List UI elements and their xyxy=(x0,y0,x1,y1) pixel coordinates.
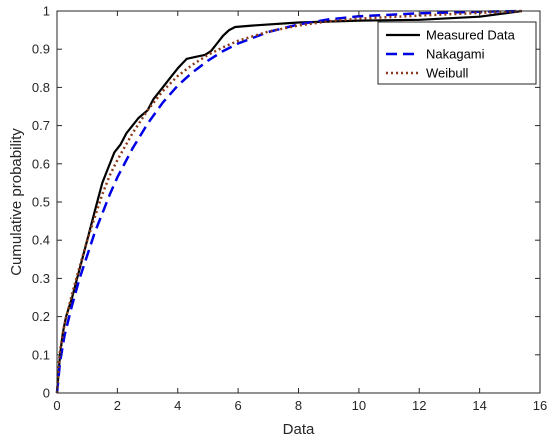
y-tick-label: 0.5 xyxy=(32,195,50,210)
series-line-2 xyxy=(55,9,522,394)
y-tick-label: 0.6 xyxy=(32,156,50,171)
y-tick-label: 0.1 xyxy=(32,347,50,362)
x-axis-ticks: 0 2 4 6 8 10 12 14 16 xyxy=(53,11,547,413)
legend-label: Measured Data xyxy=(426,28,516,43)
y-tick-label: 0.9 xyxy=(32,42,50,57)
legend: Measured Data Nakagami Weibull xyxy=(377,21,537,85)
x-tick-label: 2 xyxy=(114,398,121,413)
y-axis-label: Cumulative probability xyxy=(8,128,25,276)
y-tick-label: 0.4 xyxy=(32,233,50,248)
y-tick-label: 1 xyxy=(43,4,50,19)
x-tick-label: 14 xyxy=(472,398,486,413)
y-tick-label: 0.8 xyxy=(32,80,50,95)
x-tick-label: 12 xyxy=(412,398,426,413)
y-tick-label: 0.3 xyxy=(32,271,50,286)
x-tick-label: 10 xyxy=(352,398,366,413)
series-line-3 xyxy=(55,9,522,394)
x-tick-label: 6 xyxy=(235,398,242,413)
y-tick-label: 0 xyxy=(43,386,50,401)
x-tick-label: 0 xyxy=(53,398,60,413)
y-tick-label: 0.7 xyxy=(32,118,50,133)
y-axis-ticks: 0 0.1 0.2 0.3 0.4 0.5 0.6 0.7 0.8 0.9 1 xyxy=(32,4,540,401)
x-tick-label: 16 xyxy=(533,398,547,413)
series-layer xyxy=(55,9,523,394)
x-tick-label: 8 xyxy=(295,398,302,413)
legend-label: Weibull xyxy=(426,66,469,81)
x-axis-label: Data xyxy=(283,421,315,438)
legend-label: Nakagami xyxy=(426,47,485,62)
y-tick-label: 0.2 xyxy=(32,309,50,324)
x-tick-label: 4 xyxy=(174,398,181,413)
